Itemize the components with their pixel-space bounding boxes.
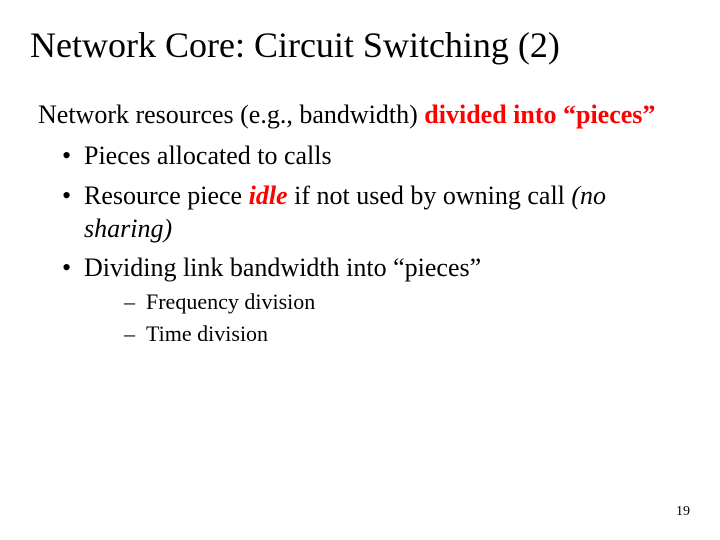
slide: Network Core: Circuit Switching (2) Netw…: [0, 0, 720, 540]
sub-item: Frequency division: [124, 288, 690, 316]
bullet-item: Pieces allocated to calls: [62, 139, 690, 172]
sub-list: Frequency division Time division: [84, 288, 690, 348]
slide-title: Network Core: Circuit Switching (2): [30, 24, 690, 66]
bullet-item: Resource piece idle if not used by ownin…: [62, 179, 690, 246]
bullet-pre: Resource piece: [84, 181, 249, 210]
sub-item: Time division: [124, 320, 690, 348]
bullet-text: Pieces allocated to calls: [84, 141, 332, 170]
bullet-mid: if not used by owning call: [288, 181, 572, 210]
intro-emph: divided into “pieces”: [424, 100, 655, 129]
intro-line: Network resources (e.g., bandwidth) divi…: [38, 98, 690, 131]
bullet-list: Pieces allocated to calls Resource piece…: [30, 139, 690, 348]
slide-body: Network resources (e.g., bandwidth) divi…: [30, 98, 690, 349]
page-number: 19: [676, 504, 690, 520]
bullet-text: Dividing link bandwidth into “pieces”: [84, 253, 481, 282]
bullet-emph: idle: [249, 181, 288, 210]
bullet-item: Dividing link bandwidth into “pieces” Fr…: [62, 251, 690, 349]
intro-plain: Network resources (e.g., bandwidth): [38, 100, 424, 129]
